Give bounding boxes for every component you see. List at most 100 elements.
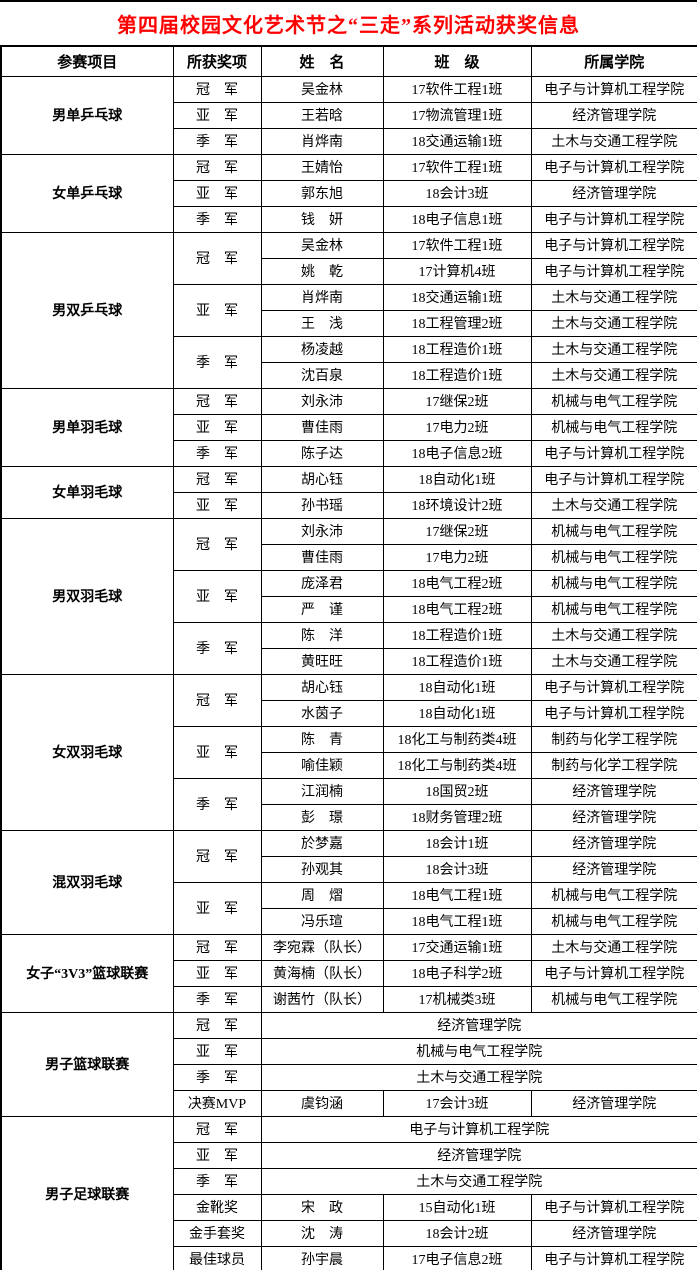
event-cell: 男子足球联赛 bbox=[0, 1115, 174, 1270]
table-row: 男单乒乓球冠 军吴金林 17软件工程1班 电子与计算机工程学院 bbox=[0, 75, 697, 155]
name-cell: 冯乐瑄 bbox=[260, 907, 384, 935]
name-cell: 虞钧涵 bbox=[260, 1089, 384, 1117]
award-cell: 冠 军 bbox=[172, 387, 262, 415]
name-cell: 刘永沛 bbox=[260, 387, 384, 415]
class-cell: 18电子信息1班 bbox=[382, 205, 532, 233]
col-header-class: 班 级 bbox=[382, 45, 532, 77]
award-cell: 季 军 bbox=[172, 1063, 262, 1091]
name-cell: 江润楠 bbox=[260, 777, 384, 805]
name-cell: 黄海楠（队长） bbox=[260, 959, 384, 987]
award-cell: 亚 军 bbox=[172, 1141, 262, 1169]
name-cell: 王若晗 bbox=[260, 101, 384, 129]
event-cell: 混双羽毛球 bbox=[0, 829, 174, 935]
college-cell: 土木与交通工程学院 bbox=[530, 647, 697, 675]
name-cell: 肖烨南 bbox=[260, 283, 384, 311]
name-cell: 喻佳颖 bbox=[260, 751, 384, 779]
award-cell: 季 军 bbox=[172, 205, 262, 233]
college-cell: 电子与计算机工程学院 bbox=[530, 257, 697, 285]
college-cell: 土木与交通工程学院 bbox=[530, 309, 697, 337]
award-cell: 金手套奖 bbox=[172, 1219, 262, 1247]
award-cell: 亚 军 bbox=[172, 101, 262, 129]
table-row: 季 军陈 洋 18工程造价1班 土木与交通工程学院 bbox=[1, 621, 697, 675]
name-cell: 胡心钰 bbox=[260, 465, 384, 493]
table-row: 彭 璟 18财务管理2班 经济管理学院 bbox=[1, 803, 697, 831]
name-cell: 周 熠 bbox=[260, 881, 384, 909]
college-cell: 机械与电气工程学院 bbox=[530, 881, 697, 909]
event-cell: 女双羽毛球 bbox=[0, 673, 174, 831]
college-cell: 经济管理学院 bbox=[530, 1219, 697, 1247]
class-cell: 18交通运输1班 bbox=[382, 127, 532, 155]
class-cell: 17电力2班 bbox=[382, 543, 532, 571]
award-cell: 亚 军 bbox=[172, 569, 262, 623]
award-cell: 冠 军 bbox=[172, 933, 262, 961]
page-title: 第四届校园文化艺术节之“三走”系列活动获奖信息 bbox=[117, 15, 580, 37]
merged-college-cell: 经济管理学院 bbox=[260, 1141, 697, 1169]
table-row: 季 军江润楠 18国贸2班 经济管理学院 bbox=[1, 777, 697, 831]
table-row: 女单羽毛球冠 军胡心钰 18自动化1班 电子与计算机工程学院 bbox=[0, 465, 697, 519]
college-cell: 经济管理学院 bbox=[530, 179, 697, 207]
class-cell: 17继保2班 bbox=[382, 517, 532, 545]
name-cell: 黄旺旺 bbox=[260, 647, 384, 675]
award-cell: 季 军 bbox=[172, 621, 262, 675]
header-row: 参赛项目 所获奖项 姓 名 班 级 所属学院 bbox=[0, 45, 697, 77]
class-cell: 18工程造价1班 bbox=[382, 361, 532, 389]
name-cell: 杨凌越 bbox=[260, 335, 384, 363]
class-cell: 18工程管理2班 bbox=[382, 309, 532, 337]
event-cell: 女子“3V3”篮球联赛 bbox=[0, 933, 174, 1013]
name-cell: 严 谨 bbox=[260, 595, 384, 623]
awards-table: 参赛项目 所获奖项 姓 名 班 级 所属学院 男单乒乓球冠 军吴金林 17软件工程… bbox=[0, 45, 697, 1270]
table-row: 季 军陈子达 18电子信息2班 电子与计算机工程学院 bbox=[1, 439, 697, 467]
award-cell: 亚 军 bbox=[172, 725, 262, 779]
award-cell: 季 军 bbox=[172, 127, 262, 155]
table-row: 亚 军王若晗 17物流管理1班 经济管理学院 bbox=[1, 101, 697, 129]
name-cell: 彭 璟 bbox=[260, 803, 384, 831]
table-row: 严 谨 18电气工程2班 机械与电气工程学院 bbox=[1, 595, 697, 623]
table-row: 男子篮球联赛冠 军经济管理学院 bbox=[0, 1011, 697, 1117]
college-cell: 土木与交通工程学院 bbox=[530, 933, 697, 961]
merged-college-cell: 经济管理学院 bbox=[260, 1011, 697, 1039]
class-cell: 18交通运输1班 bbox=[382, 283, 532, 311]
col-header-event: 参赛项目 bbox=[0, 45, 174, 77]
award-cell: 冠 军 bbox=[172, 1011, 262, 1039]
name-cell: 肖烨南 bbox=[260, 127, 384, 155]
name-cell: 胡心钰 bbox=[260, 673, 384, 701]
award-cell: 决赛MVP bbox=[172, 1089, 262, 1117]
class-cell: 18化工与制药类4班 bbox=[382, 725, 532, 753]
table-row: 决赛MVP 虞钧涵 17会计3班 经济管理学院 bbox=[1, 1089, 697, 1117]
class-cell: 17计算机4班 bbox=[382, 257, 532, 285]
class-cell: 18财务管理2班 bbox=[382, 803, 532, 831]
college-cell: 经济管理学院 bbox=[530, 1089, 697, 1117]
table-row: 男子足球联赛冠 军电子与计算机工程学院 bbox=[0, 1115, 697, 1270]
award-cell: 冠 军 bbox=[172, 517, 262, 571]
event-cell: 男双羽毛球 bbox=[0, 517, 174, 675]
table-row: 最佳球员 孙宇晨 17电子信息2班 电子与计算机工程学院 bbox=[1, 1245, 697, 1270]
class-cell: 17软件工程1班 bbox=[382, 75, 532, 103]
name-cell: 钱 妍 bbox=[260, 205, 384, 233]
name-cell: 水茵子 bbox=[260, 699, 384, 727]
award-cell: 季 军 bbox=[172, 1167, 262, 1195]
name-cell: 孙书瑶 bbox=[260, 491, 384, 519]
table-row: 男双乒乓球冠 军吴金林 17软件工程1班 电子与计算机工程学院 bbox=[0, 231, 697, 389]
award-cell: 亚 军 bbox=[172, 283, 262, 337]
college-cell: 电子与计算机工程学院 bbox=[530, 1193, 697, 1221]
class-cell: 18会计1班 bbox=[382, 829, 532, 857]
name-cell: 王婧怡 bbox=[260, 153, 384, 181]
name-cell: 李宛霖（队长） bbox=[260, 933, 384, 961]
class-cell: 18电气工程2班 bbox=[382, 595, 532, 623]
award-cell: 亚 军 bbox=[172, 179, 262, 207]
college-cell: 制药与化学工程学院 bbox=[530, 751, 697, 779]
table-row: 季 军杨凌越 18工程造价1班 土木与交通工程学院 bbox=[1, 335, 697, 389]
merged-college-cell: 电子与计算机工程学院 bbox=[260, 1115, 697, 1143]
merged-college-cell: 机械与电气工程学院 bbox=[260, 1037, 697, 1065]
college-cell: 经济管理学院 bbox=[530, 829, 697, 857]
award-cell: 季 军 bbox=[172, 985, 262, 1013]
merged-college-cell: 土木与交通工程学院 bbox=[260, 1167, 697, 1195]
name-cell: 王 浅 bbox=[260, 309, 384, 337]
class-cell: 18电气工程2班 bbox=[382, 569, 532, 597]
college-cell: 经济管理学院 bbox=[530, 855, 697, 883]
name-cell: 陈子达 bbox=[260, 439, 384, 467]
class-cell: 18自动化1班 bbox=[382, 699, 532, 727]
award-cell: 季 军 bbox=[172, 335, 262, 389]
name-cell: 沈 涛 bbox=[260, 1219, 384, 1247]
class-cell: 18电子信息2班 bbox=[382, 439, 532, 467]
